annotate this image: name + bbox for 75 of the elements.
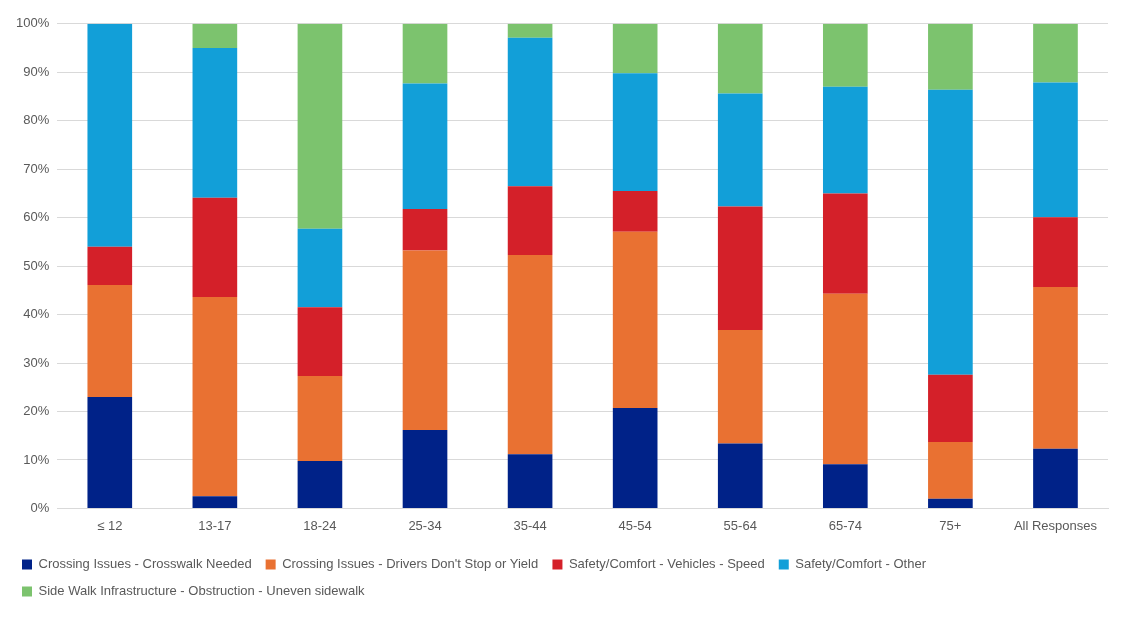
bar [822,464,868,508]
bar [717,330,763,444]
bar [87,285,133,397]
bar [822,193,868,294]
bar [297,460,343,508]
bar [612,23,658,74]
bar [87,23,133,247]
bar [717,93,763,207]
bar [928,442,973,499]
bar [822,293,868,465]
x-tick-label: ≤ 12 [97,517,123,533]
bar [822,23,868,87]
bar [297,228,343,308]
x-tick-label: 45-54 [618,517,652,533]
y-tick-label: 60% [23,209,50,225]
bar [402,429,448,508]
y-tick-label: 50% [23,257,50,273]
x-tick-label: 55-64 [723,517,757,533]
bar [1033,23,1078,83]
bar [612,190,658,232]
bar [297,376,343,461]
bar [402,83,448,209]
bar [717,206,763,331]
bar [297,307,343,377]
bar [402,23,448,84]
x-tick-label: 65-74 [828,517,862,533]
y-tick-label: 40% [23,306,50,322]
y-tick-label: 100% [16,15,50,31]
x-tick-label: 35-44 [513,517,547,533]
bar [192,197,238,298]
bar [717,23,763,94]
bar [717,443,763,508]
legend-label: Side Walk Infrastructure - Obstruction - Uneven sidewalk [38,583,366,599]
x-tick-label: 18-24 [303,517,337,533]
bar [507,454,553,508]
legend-label: Safety/Comfort - Other [795,556,927,572]
bar [297,23,343,229]
y-tick-label: 70% [23,160,50,176]
bar [612,73,658,191]
legend-label: Crossing Issues - Crosswalk Needed [38,556,252,572]
y-tick-label: 20% [23,403,50,419]
x-tick-label: All Responses [1013,517,1098,533]
bar [1033,217,1078,287]
bar [402,208,448,251]
bar [928,374,973,443]
bar [928,89,973,375]
y-tick-label: 0% [30,499,50,515]
y-tick-label: 80% [23,112,50,128]
bar [507,186,553,255]
bar [192,496,238,508]
bar [612,408,658,508]
legend-label: Crossing Issues - Drivers Don't Stop or Yield [282,556,539,572]
bar [507,254,553,455]
y-tick-label: 90% [23,63,50,79]
y-tick-label: 30% [23,354,50,370]
bar [612,231,658,409]
bar [192,23,238,49]
x-tick-label: 13-17 [198,517,232,533]
bar [192,48,238,198]
x-tick-label: 75+ [939,517,962,533]
bar [192,297,238,497]
bar [87,246,133,285]
bar [402,250,448,430]
bar [507,23,553,38]
bar [928,23,973,90]
legend-label: Safety/Comfort - Vehicles - Speed [568,556,765,572]
bar [822,86,868,194]
bar [507,37,553,187]
bar [1033,286,1078,449]
bar [1033,448,1078,508]
bar [928,498,973,508]
bar [1033,82,1078,218]
x-tick-label: 25-34 [408,517,442,533]
y-tick-label: 10% [23,451,50,467]
bar [87,396,133,508]
